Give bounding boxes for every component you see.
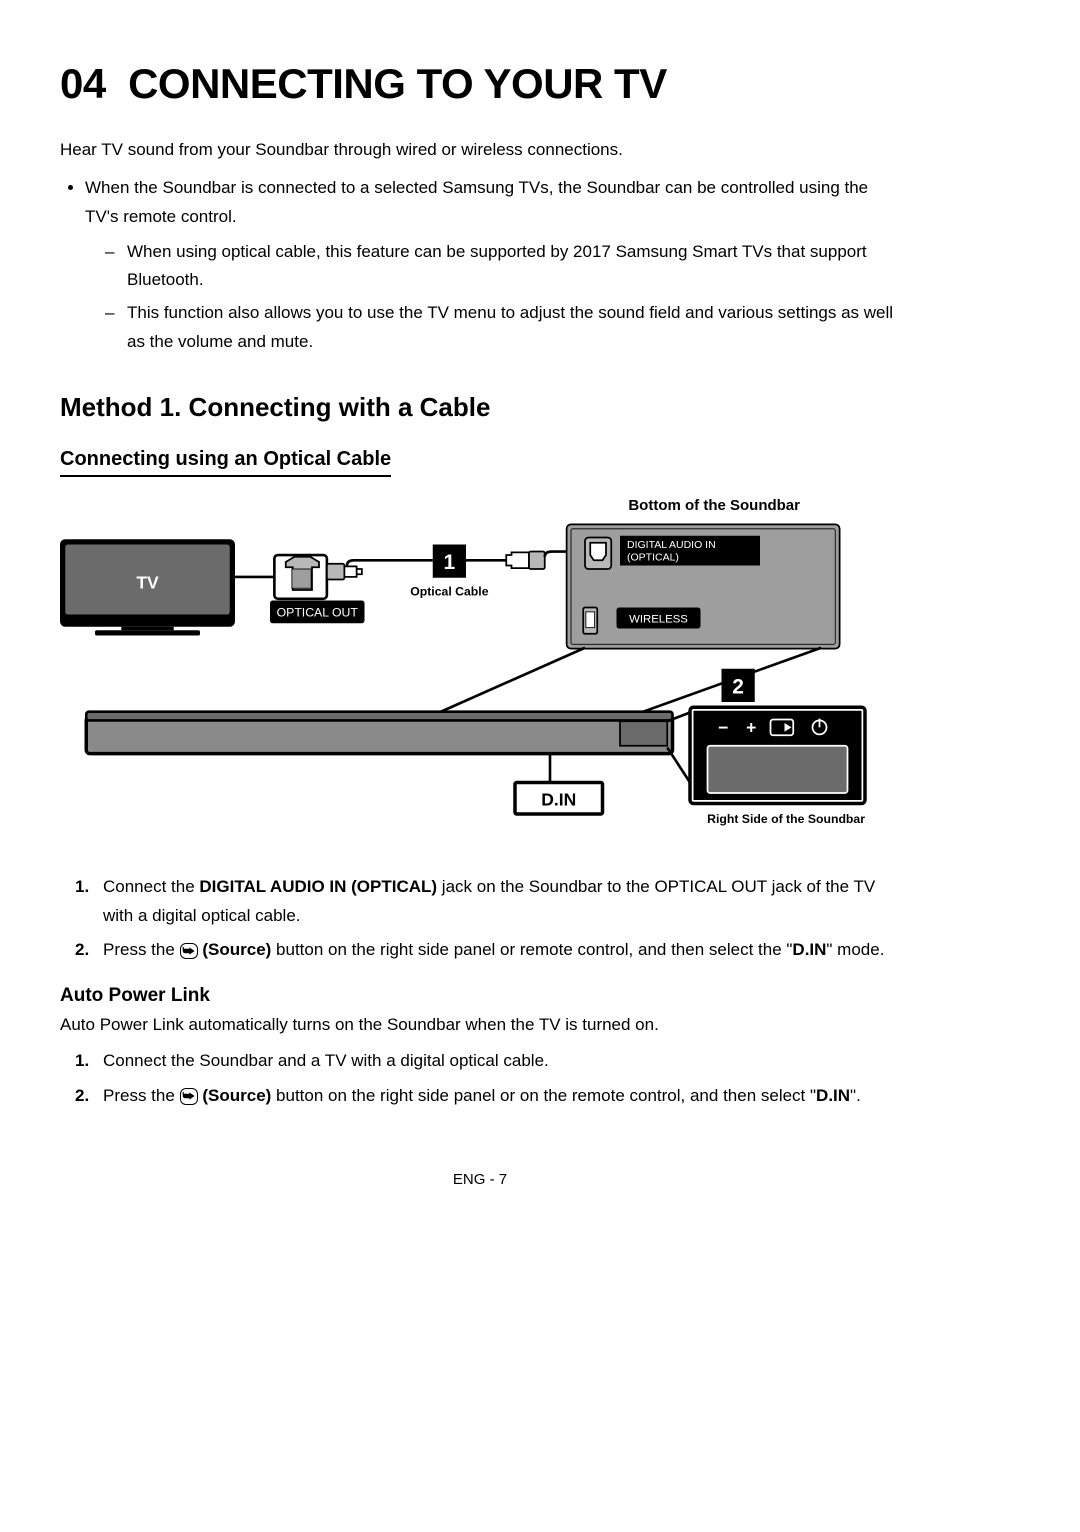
digital-audio-in-label-1: DIGITAL AUDIO IN [627, 539, 716, 551]
cable-left [327, 560, 433, 579]
step-text: Press the [103, 1086, 180, 1105]
din-label: D.IN [541, 789, 576, 809]
callout-line [429, 648, 585, 717]
chapter-title: CONNECTING TO YOUR TV [128, 60, 667, 107]
svg-text:2: 2 [732, 675, 744, 698]
svg-text:1: 1 [444, 551, 456, 574]
list-item: When the Soundbar is connected to a sele… [85, 174, 900, 357]
step-text: Connect the [103, 877, 199, 896]
cable-right [466, 552, 568, 570]
step-text: Press the [103, 940, 180, 959]
list-item: Connect the DIGITAL AUDIO IN (OPTICAL) j… [75, 873, 900, 931]
optical-out-label: OPTICAL OUT [277, 605, 359, 619]
optical-cable-label: Optical Cable [410, 584, 488, 598]
step-text-bold: D.IN [792, 940, 826, 959]
chapter-heading: 04 CONNECTING TO YOUR TV [60, 60, 900, 108]
chapter-number: 04 [60, 60, 106, 107]
step-marker-2: 2 [722, 669, 755, 702]
bullet-text: When the Soundbar is connected to a sele… [85, 178, 868, 226]
tv-label: TV [136, 572, 159, 592]
list-item: Press the ⮩ (Source) button on the right… [75, 936, 900, 965]
soundbar-side-panel: − + [690, 707, 865, 803]
list-item: Connect the Soundbar and a TV with a dig… [75, 1047, 900, 1076]
din-label-box: D.IN [515, 754, 603, 814]
soundbar-body [86, 712, 672, 754]
step-text-bold: D.IN [816, 1086, 850, 1105]
step-text-bold: DIGITAL AUDIO IN (OPTICAL) [199, 877, 437, 896]
auto-intro: Auto Power Link automatically turns on t… [60, 1013, 900, 1037]
digital-audio-in-label-2: (OPTICAL) [627, 551, 679, 563]
step-text: " mode. [826, 940, 884, 959]
dash-list: When using optical cable, this feature c… [105, 238, 900, 358]
right-side-label: Right Side of the Soundbar [707, 812, 865, 826]
step-text: button on the right side panel or on the… [271, 1086, 816, 1105]
instruction-steps: Connect the DIGITAL AUDIO IN (OPTICAL) j… [75, 873, 900, 966]
auto-power-heading: Auto Power Link [60, 985, 900, 1007]
minus-icon: − [718, 718, 728, 738]
step-text-bold: (Source) [198, 1086, 272, 1105]
bullet-list: When the Soundbar is connected to a sele… [85, 174, 900, 357]
diagram-container: Bottom of the Soundbar TV OPTICAL OUT [60, 497, 900, 853]
connection-diagram: TV OPTICAL OUT 1 [60, 520, 900, 853]
diagram-top-label: Bottom of the Soundbar [60, 497, 900, 514]
sub-heading: Connecting using an Optical Cable [60, 448, 391, 477]
list-item: When using optical cable, this feature c… [105, 238, 900, 296]
wireless-label: WIRELESS [629, 614, 688, 626]
list-item: This function also allows you to use the… [105, 299, 900, 357]
list-item: Press the ⮩ (Source) button on the right… [75, 1082, 900, 1111]
source-icon: ⮩ [180, 1088, 198, 1104]
callout-line [667, 748, 690, 783]
optical-connector-left: OPTICAL OUT [270, 555, 365, 623]
plus-icon: + [746, 718, 756, 738]
step-text: button on the right side panel or remote… [271, 940, 792, 959]
intro-text: Hear TV sound from your Soundbar through… [60, 138, 900, 162]
page-number: ENG - 7 [60, 1171, 900, 1188]
step-text: ". [850, 1086, 861, 1105]
soundbar-bottom-panel: DIGITAL AUDIO IN (OPTICAL) WIRELESS [568, 525, 839, 648]
method-heading: Method 1. Connecting with a Cable [60, 392, 900, 423]
tv-icon: TV [60, 539, 235, 635]
step-marker-1: 1 [433, 545, 466, 578]
step-text-bold: (Source) [198, 940, 272, 959]
auto-steps: Connect the Soundbar and a TV with a dig… [75, 1047, 900, 1111]
source-icon: ⮩ [180, 943, 198, 959]
